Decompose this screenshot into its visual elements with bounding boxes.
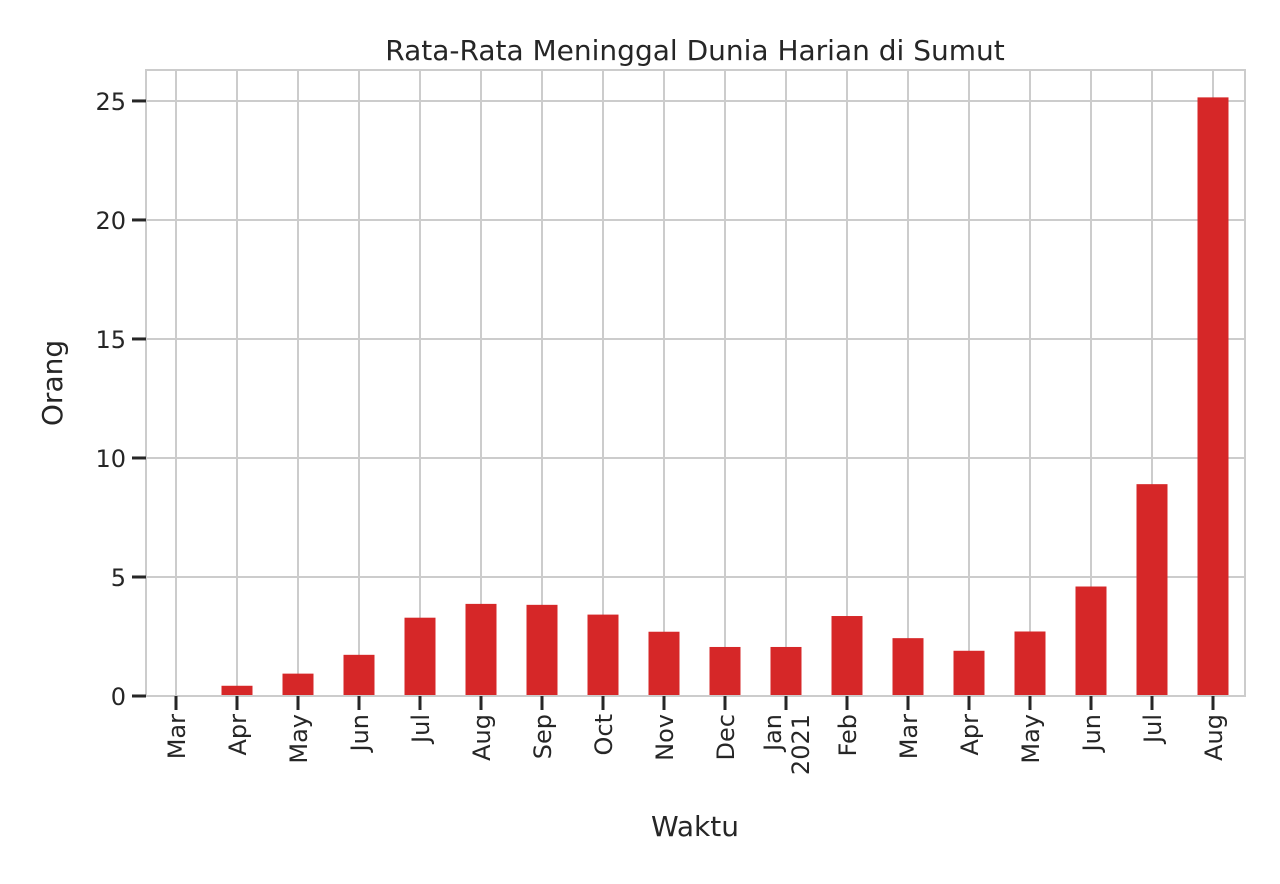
bar [465, 603, 497, 696]
x-axis-label: Waktu [651, 810, 739, 843]
bars [221, 97, 1229, 697]
x-tick-label: 2021 [787, 714, 815, 775]
bar [1075, 586, 1107, 696]
x-tick-label: Mar [163, 714, 191, 759]
x-tick-label: Sep [529, 714, 557, 759]
x-tick-label: Feb [834, 714, 862, 757]
bar [709, 646, 741, 696]
x-tick-label: Apr [956, 714, 984, 756]
x-tick-label: Jul [407, 714, 435, 745]
bar [1197, 97, 1229, 697]
x-tick-label: Jan [759, 714, 787, 753]
bar [343, 654, 375, 696]
bar [1014, 631, 1046, 696]
y-axis-ticks: 0 5 10 15 20 25 [95, 88, 146, 711]
y-tick-label: 10 [95, 445, 126, 473]
x-tick-label: Aug [468, 714, 496, 761]
x-axis-ticks: Mar Apr May Jun Jul Aug Sep Oct Nov Dec Jan 2021 Feb… [163, 696, 1228, 775]
plot-frame [145, 69, 1246, 697]
bar [953, 650, 985, 696]
x-tick-label: Jun [346, 714, 374, 754]
x-tick-label: Jul [1139, 714, 1167, 745]
x-tick-label: Aug [1200, 714, 1228, 761]
x-tick-label: Nov [651, 714, 679, 761]
bar [1136, 484, 1168, 696]
y-tick-label: 25 [95, 88, 126, 116]
y-tick-label: 20 [95, 207, 126, 235]
x-tick-label: May [1017, 714, 1045, 764]
bar [221, 685, 253, 696]
bar [587, 614, 619, 696]
bar [831, 616, 863, 696]
x-tick-label: Oct [590, 714, 618, 756]
x-tick-label: Apr [224, 714, 252, 756]
bar [770, 646, 802, 696]
x-tick-label: May [285, 714, 313, 764]
bar [892, 638, 924, 696]
x-tick-label: Mar [895, 714, 923, 759]
bar [648, 631, 680, 696]
y-axis-label: Orang [36, 340, 69, 426]
y-tick-label: 0 [111, 683, 126, 711]
x-tick-label: Jun [1078, 714, 1106, 754]
y-tick-label: 5 [111, 564, 126, 592]
bar [282, 673, 314, 696]
chart-title: Rata-Rata Meninggal Dunia Harian di Sumu… [385, 34, 1005, 67]
bar [526, 604, 558, 696]
y-tick-label: 15 [95, 326, 126, 354]
bar [404, 617, 436, 696]
x-tick-label: Dec [712, 714, 740, 760]
